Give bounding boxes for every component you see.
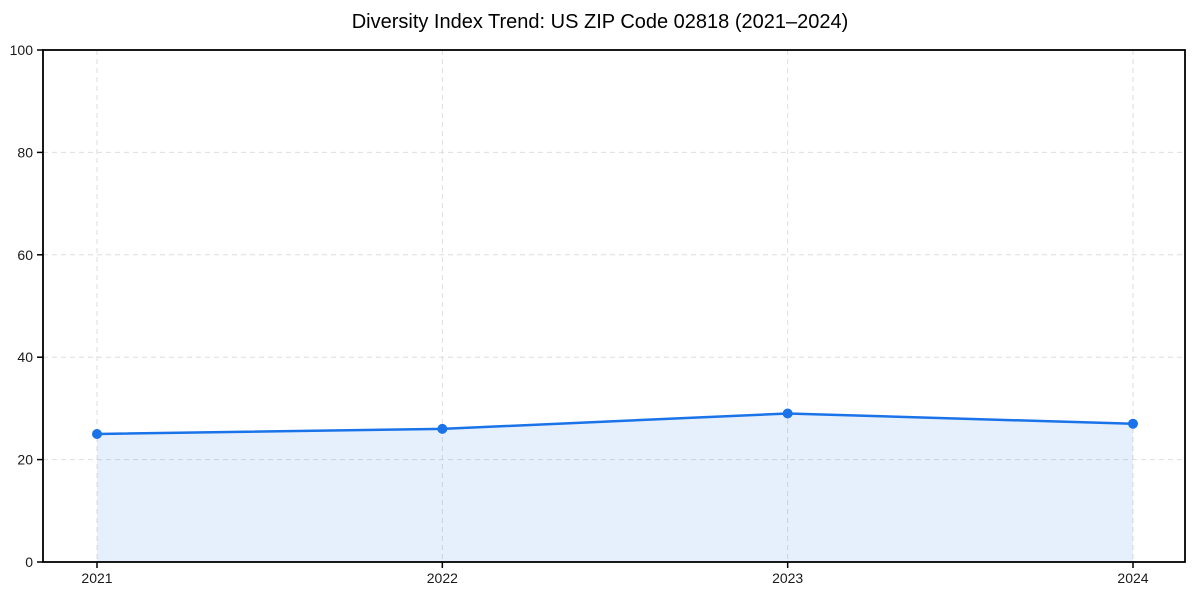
chart-title: Diversity Index Trend: US ZIP Code 02818… bbox=[351, 11, 849, 33]
area-fill bbox=[97, 413, 1133, 562]
y-tick-label: 20 bbox=[17, 452, 33, 468]
x-tick-label: 2023 bbox=[772, 570, 803, 586]
y-tick-label: 0 bbox=[25, 554, 33, 570]
data-point-2023 bbox=[782, 408, 793, 419]
trend-line bbox=[95, 412, 1135, 436]
x-tick-label: 2021 bbox=[81, 570, 112, 586]
data-point-2022 bbox=[437, 423, 448, 434]
x-tick-label: 2022 bbox=[427, 570, 458, 586]
y-tick-label: 40 bbox=[17, 349, 33, 365]
y-tick-label: 100 bbox=[10, 42, 34, 58]
y-tick-label: 60 bbox=[17, 247, 33, 263]
data-point-2024 bbox=[1128, 418, 1138, 429]
data-point-2021 bbox=[92, 429, 102, 439]
x-tick-label: 2024 bbox=[1117, 570, 1148, 586]
y-tick-label: 80 bbox=[17, 144, 33, 160]
plot-border bbox=[42, 49, 1186, 563]
